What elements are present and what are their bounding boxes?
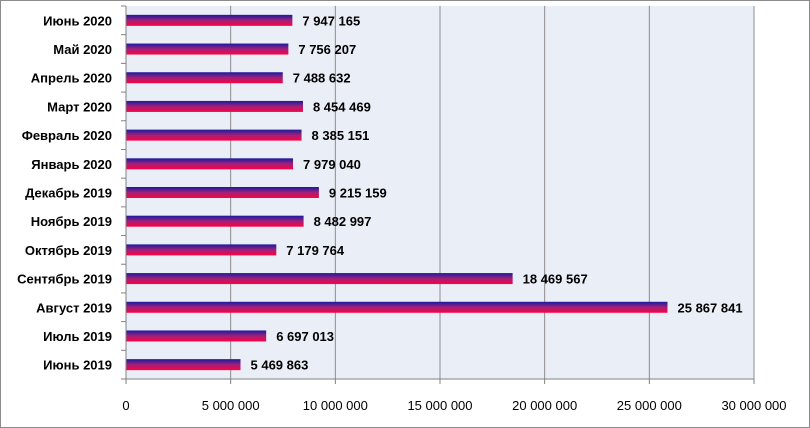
value-label: 5 469 863 (251, 358, 309, 373)
value-label: 18 469 567 (523, 272, 588, 287)
bars (126, 14, 668, 371)
x-tick-label: 30 000 000 (721, 398, 786, 413)
bar (126, 244, 277, 256)
bar (126, 158, 294, 170)
gridlines (230, 6, 755, 379)
category-label: Ноябрь 2019 (31, 214, 112, 229)
bar (126, 100, 303, 112)
value-label: 7 179 764 (286, 243, 345, 258)
value-label: 7 488 632 (293, 71, 351, 86)
category-label: Февраль 2020 (22, 128, 112, 143)
value-label: 8 385 151 (312, 128, 370, 143)
x-tick-label: 5 000 000 (202, 398, 260, 413)
category-label: Июль 2019 (43, 329, 112, 344)
value-label: 8 482 997 (314, 214, 372, 229)
value-label: 6 697 013 (276, 329, 334, 344)
value-label: 7 756 207 (298, 42, 356, 57)
x-tick-label: 0 (122, 398, 129, 413)
bar (126, 273, 513, 285)
labels: 0 5 000 000 10 000 000 15 000 000 20 000 000… (17, 13, 786, 413)
value-label: 7 979 040 (303, 157, 361, 172)
category-label: Июнь 2019 (43, 358, 112, 373)
bar (126, 330, 267, 342)
value-label: 25 867 841 (678, 300, 743, 315)
bar (126, 14, 293, 26)
category-label: Май 2020 (53, 42, 112, 57)
category-label: Декабрь 2019 (25, 186, 112, 201)
axes (121, 5, 755, 384)
x-tick-label: 15 000 000 (407, 398, 472, 413)
category-label: Июнь 2020 (43, 13, 112, 28)
bar (126, 187, 319, 198)
category-label: Сентябрь 2019 (17, 272, 112, 287)
category-label: Январь 2020 (31, 157, 112, 172)
bar (126, 359, 241, 371)
bar (126, 43, 289, 55)
bar (126, 301, 668, 313)
value-label: 7 947 165 (302, 13, 360, 28)
bar (126, 129, 302, 141)
x-tick-label: 20 000 000 (512, 398, 577, 413)
bar (126, 215, 304, 227)
category-label: Апрель 2020 (31, 71, 112, 86)
category-label: Март 2020 (47, 99, 112, 114)
x-tick-label: 10 000 000 (303, 398, 368, 413)
value-label: 9 215 159 (329, 186, 387, 201)
bar (126, 72, 283, 84)
category-label: Август 2019 (36, 300, 112, 315)
category-label: Октябрь 2019 (25, 243, 112, 258)
value-label: 8 454 469 (313, 99, 371, 114)
x-tick-label: 25 000 000 (617, 398, 682, 413)
